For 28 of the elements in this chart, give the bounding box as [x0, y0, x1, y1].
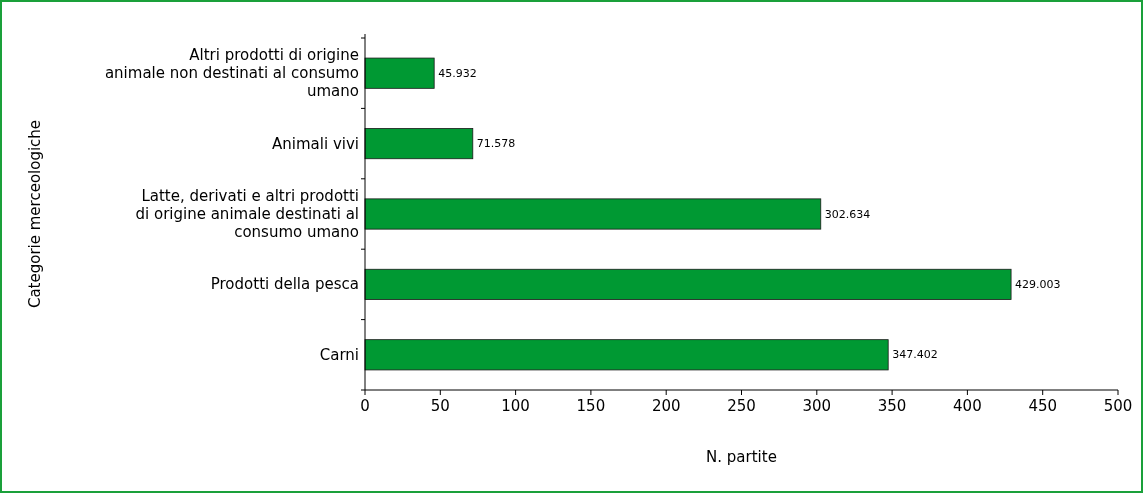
x-tick-label: 200 [651, 397, 681, 415]
x-axis-title: N. partite [706, 448, 777, 466]
data-label: 45.932 [438, 66, 477, 80]
bar [364, 268, 1012, 300]
data-label: 71.578 [476, 137, 516, 151]
y-tick-label: Altri prodotti di origine animale non destinati al consumo umano [104, 46, 359, 101]
x-tick-label: 400 [953, 397, 982, 415]
data-label: 347.402 [892, 348, 938, 362]
y-tick-label: Latte, derivati e altri prodotti di origine animale destinati al consumo umano [135, 187, 359, 241]
x-tick-label: 250 [727, 397, 756, 415]
x-tick-label: 100 [501, 397, 530, 415]
data-label: 302.634 [824, 207, 871, 221]
x-tick-label: 500 [1103, 397, 1133, 415]
y-tick-label: Prodotti della pesca [210, 275, 359, 294]
x-tick-label: 300 [802, 397, 832, 415]
x-tick-label: 0 [360, 397, 370, 415]
y-tick-label: Carni [319, 345, 359, 364]
x-tick-label: 150 [576, 397, 606, 415]
x-tick-label: 450 [1028, 397, 1058, 415]
data-label: 429.003 [1015, 277, 1061, 291]
bar [364, 57, 435, 89]
bar [364, 198, 822, 230]
x-tick-label: 350 [877, 397, 907, 415]
bar [364, 339, 889, 371]
x-tick-label: 50 [430, 397, 450, 415]
y-axis-title: Categorie merceologiche [26, 119, 44, 309]
y-tick-label: Animali vivi [272, 134, 359, 153]
bar [364, 128, 474, 160]
